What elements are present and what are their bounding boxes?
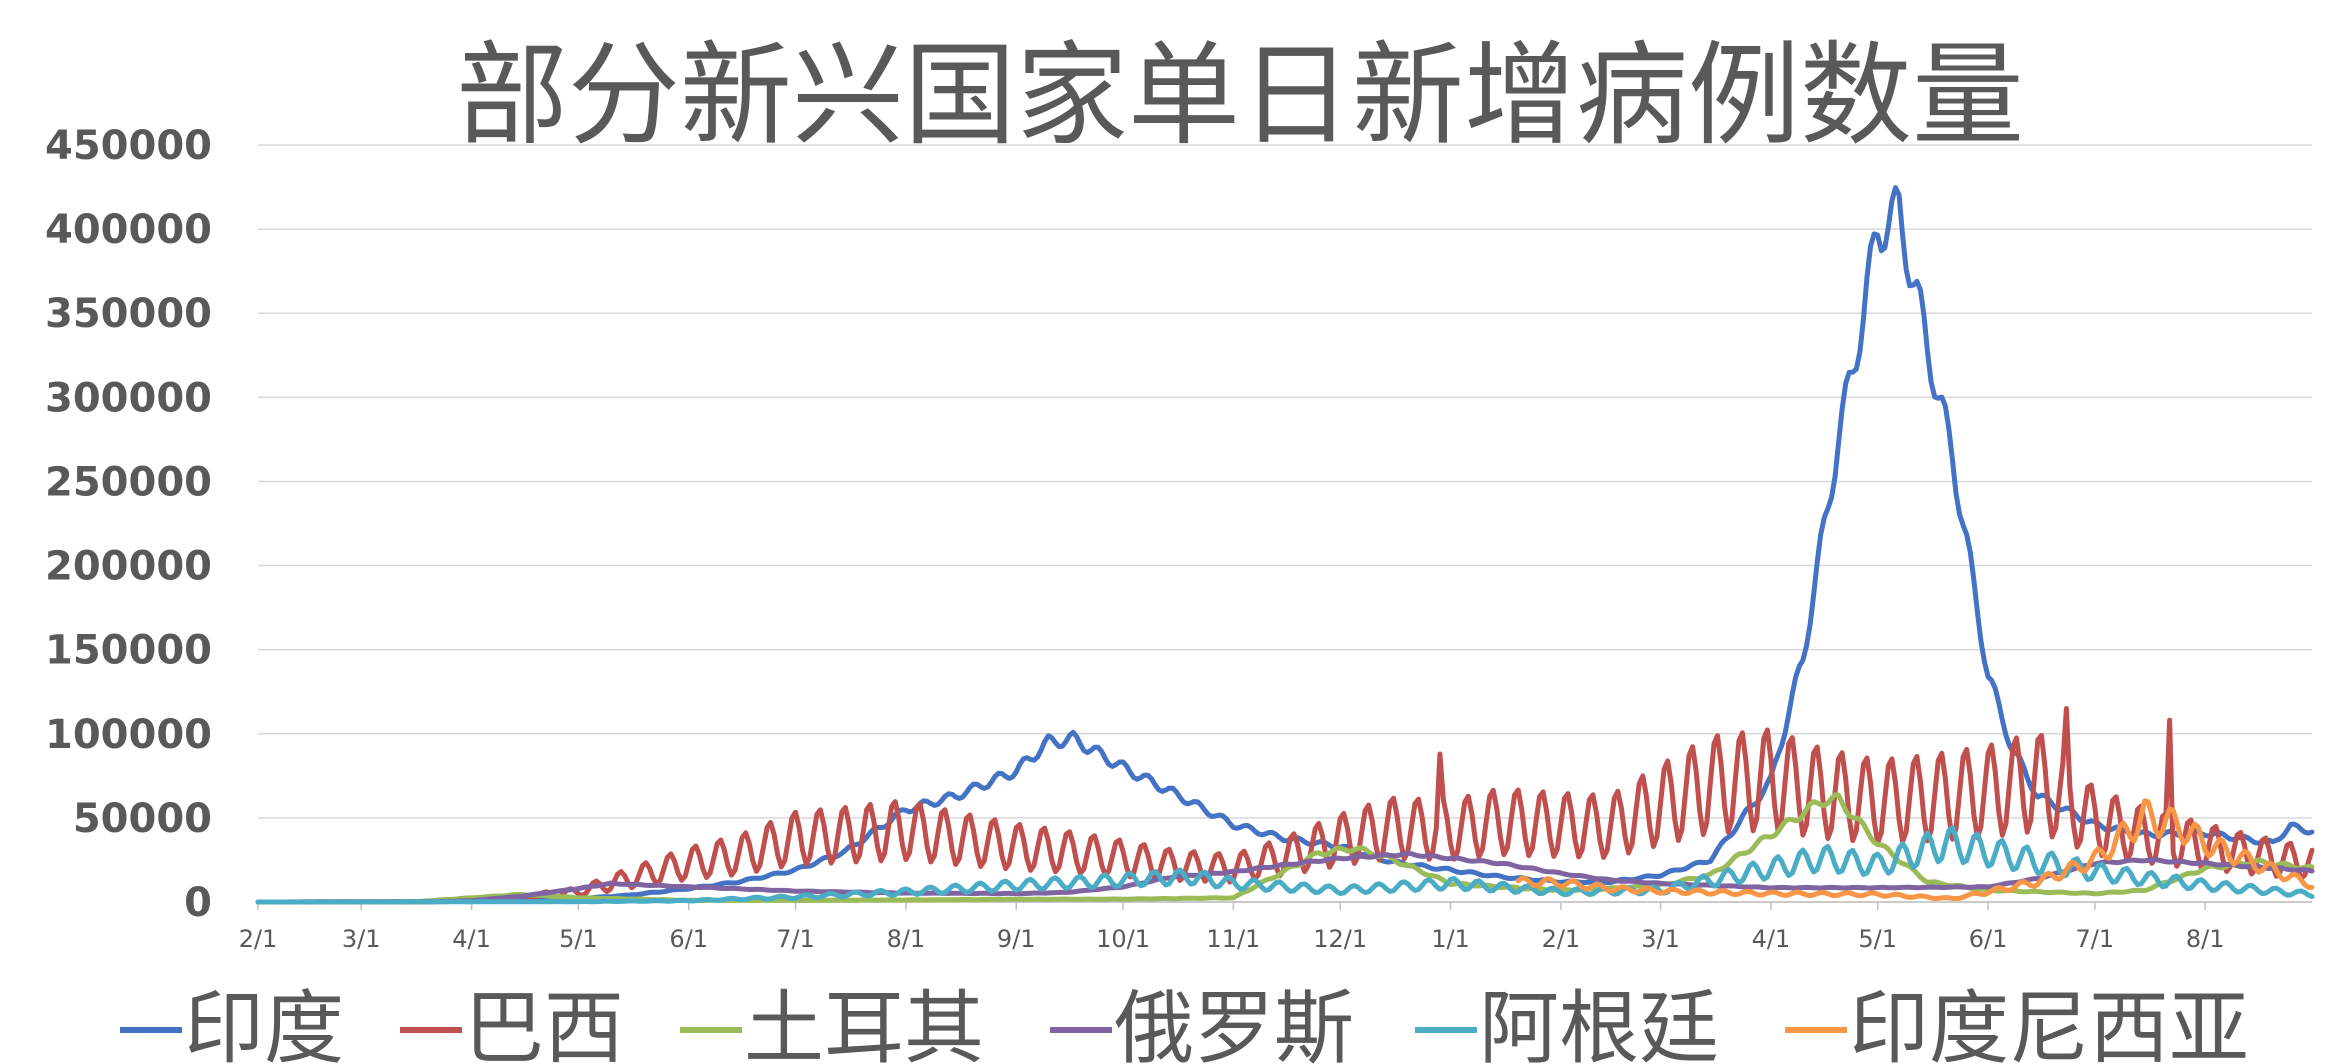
legend-label: 印度尼西亚 — [1849, 982, 2249, 1064]
legend: 印度 巴西 土耳其 俄罗斯 阿根廷 印度尼西亚 — [120, 982, 2249, 1064]
x-tick-label: 4/1 — [452, 925, 491, 953]
series-line — [255, 825, 2315, 905]
x-tick-label: 5/1 — [1858, 925, 1897, 953]
legend-label: 土耳其 — [744, 982, 984, 1064]
series-line — [255, 850, 2315, 905]
x-tick-label: 5/1 — [559, 925, 598, 953]
gridlines — [258, 144, 2312, 903]
x-tick-label: 7/1 — [776, 925, 815, 953]
y-tick-label: 150000 — [45, 628, 212, 674]
x-tick-label: 2/1 — [1542, 925, 1581, 953]
x-tick-label: 11/1 — [1206, 925, 1260, 953]
legend-label: 俄罗斯 — [1114, 982, 1354, 1064]
y-tick-label: 300000 — [45, 375, 212, 421]
x-tick-label: 10/1 — [1096, 925, 1150, 953]
y-tick-label: 50000 — [73, 796, 212, 842]
x-tick-label: 4/1 — [1752, 925, 1791, 953]
x-tick-label: 12/1 — [1313, 925, 1367, 953]
x-tick-label: 8/1 — [2186, 925, 2225, 953]
x-tick-label: 3/1 — [342, 925, 381, 953]
x-tick-label: 9/1 — [997, 925, 1036, 953]
chart-title: 部分新兴国家单日新增病例数量 — [456, 31, 2024, 161]
x-tick-label: 8/1 — [887, 925, 926, 953]
x-axis: 2/1 3/1 4/1 5/1 6/1 7/1 8/1 9/1 10/1 11/1 12/1 1/1 2… — [239, 901, 2312, 953]
y-axis: 0 50000 100000 150000 200000 250000 300000 3500… — [45, 123, 212, 926]
y-tick-label: 450000 — [45, 123, 212, 169]
y-tick-label: 350000 — [45, 291, 212, 337]
legend-label: 印度 — [184, 982, 344, 1064]
x-tick-label: 3/1 — [1641, 925, 1680, 953]
x-tick-label: 6/1 — [669, 925, 708, 953]
legend-label: 巴西 — [464, 982, 624, 1064]
x-tick-label: 1/1 — [1431, 925, 1470, 953]
y-tick-label: 400000 — [45, 207, 212, 253]
series-line — [1515, 798, 2315, 901]
y-tick-label: 0 — [184, 880, 212, 926]
y-tick-label: 200000 — [45, 544, 212, 590]
series-lines — [255, 185, 2315, 905]
x-tick-label: 7/1 — [2076, 925, 2115, 953]
x-tick-label: 6/1 — [1969, 925, 2008, 953]
y-tick-label: 100000 — [45, 712, 212, 758]
y-tick-label: 250000 — [45, 459, 212, 505]
x-tick-label: 2/1 — [239, 925, 278, 953]
legend-label: 阿根廷 — [1479, 982, 1719, 1064]
